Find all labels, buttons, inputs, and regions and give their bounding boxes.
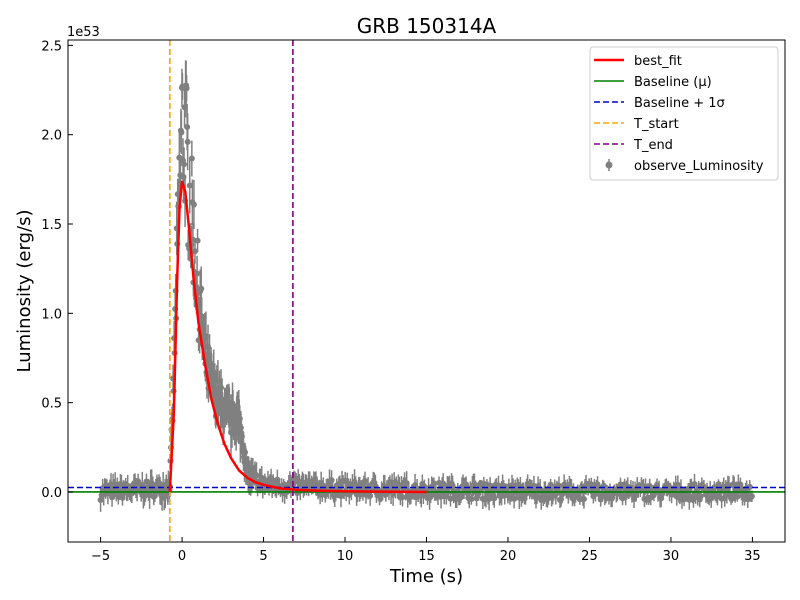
data-point — [328, 477, 335, 484]
data-point — [674, 481, 681, 488]
legend-item: Baseline (μ) — [594, 75, 712, 90]
legend-label: T_end — [633, 138, 673, 153]
data-point — [430, 480, 437, 487]
data-point — [186, 182, 193, 189]
legend-box — [589, 46, 779, 181]
data-point — [184, 138, 191, 145]
data-point — [399, 494, 406, 501]
x-tick-label: 0 — [178, 549, 186, 564]
y-tick-label: 2.5 — [41, 39, 62, 54]
legend-item: T_end — [594, 138, 673, 153]
legend-item: T_start — [594, 117, 679, 132]
data-point — [191, 248, 198, 255]
data-point — [253, 472, 260, 479]
x-tick-label: 10 — [337, 549, 354, 564]
legend-label: T_start — [633, 117, 679, 132]
y-tick-label: 2.0 — [41, 129, 62, 144]
y-axis-label: Luminosity (erg/s) — [14, 210, 35, 373]
data-point — [198, 285, 205, 292]
data-point — [491, 495, 498, 502]
x-tick-label: 15 — [418, 549, 435, 564]
x-tick-label: 30 — [663, 549, 680, 564]
legend-item: Baseline + 1σ — [594, 96, 725, 111]
legend-marker — [605, 161, 613, 169]
x-tick-label: −5 — [91, 549, 110, 564]
data-point — [361, 477, 368, 484]
x-tick-label: 35 — [744, 549, 761, 564]
y-tick-label: 1.0 — [41, 307, 62, 322]
y-tick-label: 1.5 — [41, 218, 62, 233]
data-point — [746, 483, 753, 490]
x-tick-label: 25 — [581, 549, 598, 564]
data-point — [734, 493, 741, 500]
data-point — [594, 481, 601, 488]
data-point — [748, 493, 755, 500]
data-point — [178, 129, 185, 136]
axes: −5 0 5 10 15 20 25 30 35 0.0 0.5 1.0 1.5 2.0 2.5 — [41, 39, 786, 564]
data-point — [697, 493, 704, 500]
y-multiplier-label: 1e53 — [67, 25, 100, 40]
data-point — [480, 480, 487, 487]
data-point — [468, 496, 475, 503]
data-point — [194, 270, 201, 277]
legend-label: Baseline + 1σ — [634, 96, 725, 111]
legend: best_fit Baseline (μ) Baseline + 1σ T_start… — [589, 46, 779, 181]
y-tick-label: 0.0 — [41, 486, 62, 501]
data-point — [188, 155, 195, 162]
plot-area — [68, 40, 785, 542]
data-point — [463, 481, 470, 488]
x-tick-label: 5 — [259, 549, 267, 564]
data-point — [190, 201, 197, 208]
best-fit-curve — [168, 180, 427, 494]
legend-label: observe_Luminosity — [634, 159, 764, 174]
data-point — [367, 492, 374, 499]
x-tick-label: 20 — [500, 549, 517, 564]
legend-item: best_fit — [594, 54, 682, 69]
data-point — [580, 496, 587, 503]
data-point — [471, 481, 478, 488]
data-point — [194, 237, 201, 244]
chart-title: GRB 150314A — [357, 14, 497, 38]
x-axis-label: Time (s) — [389, 566, 463, 587]
legend-label: Baseline (μ) — [634, 75, 712, 90]
y-tick-label: 0.5 — [41, 397, 62, 412]
data-point — [729, 495, 736, 502]
data-point — [183, 85, 190, 92]
legend-item: observe_Luminosity — [605, 159, 764, 174]
legend-label: best_fit — [634, 54, 682, 69]
data-point — [181, 161, 188, 168]
